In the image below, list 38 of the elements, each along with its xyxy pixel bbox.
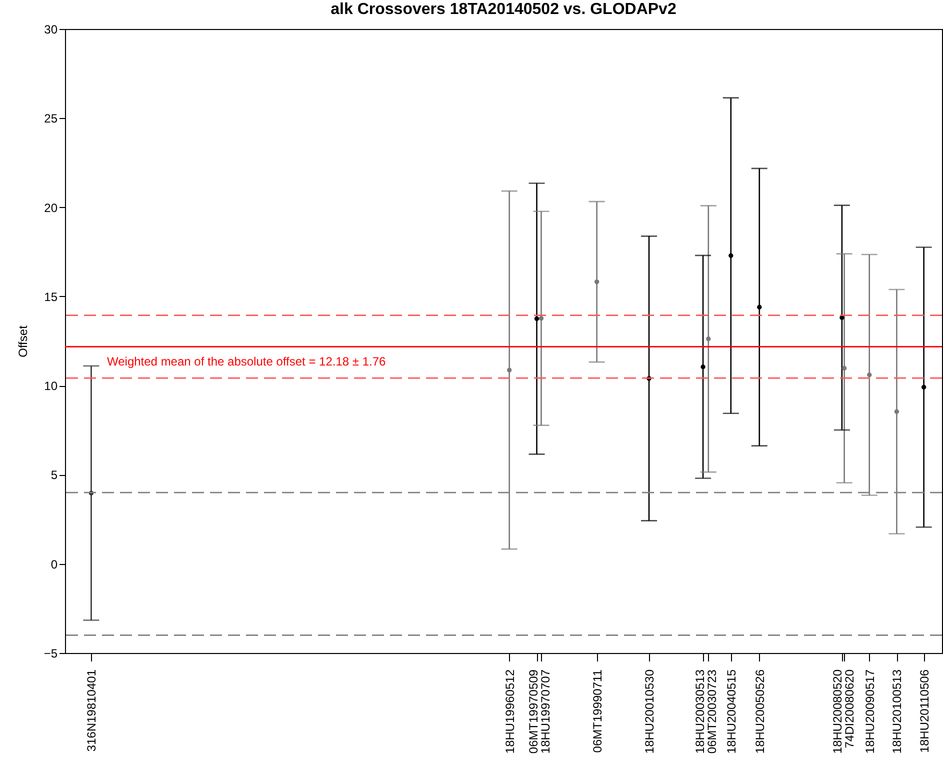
y-tick-label: −5 xyxy=(44,646,58,660)
point xyxy=(534,316,540,322)
x-tick-label: 74DI20080620 xyxy=(842,669,857,748)
point xyxy=(842,366,847,371)
point xyxy=(728,253,734,258)
x-tick-label: 316N19810401 xyxy=(84,669,99,752)
y-tick-label: 5 xyxy=(50,468,58,482)
y-tick-label: 30 xyxy=(44,22,58,36)
y-axis-title: Offset xyxy=(16,324,30,358)
x-tick-label: 06MT19970509 xyxy=(526,669,540,754)
y-tick-label: 0 xyxy=(50,557,58,572)
point xyxy=(506,368,512,372)
chart-title: alk Crossovers 18TA20140502 vs. GLODAPv2 xyxy=(330,1,676,18)
ref-line-label: Weighted mean of the absolute offset = 12.18 ± 1.76 xyxy=(107,354,386,369)
x-tick-label: 18HU20030513 xyxy=(693,669,708,754)
x-tick-label: 18HU20090517 xyxy=(862,669,877,754)
y-tick-label: 20 xyxy=(44,200,58,215)
x-tick-label: 18HU20110506 xyxy=(917,669,932,753)
point xyxy=(594,279,600,284)
point xyxy=(867,372,872,378)
x-tick-label: 18HU20080520 xyxy=(830,669,845,754)
x-tick-label: 18HU20010530 xyxy=(642,669,657,754)
y-tick-label: 10 xyxy=(44,379,58,394)
x-tick-label: 18HU20050526 xyxy=(752,669,767,754)
point xyxy=(757,304,762,310)
x-tick-label: 18HU20040515 xyxy=(724,669,738,754)
x-tick-label: 06MT19990711 xyxy=(590,669,604,753)
point xyxy=(700,364,706,370)
x-tick-label: 18HU19970707 xyxy=(538,669,553,754)
x-tick-label: 06MT20030723 xyxy=(705,669,720,754)
point xyxy=(706,336,711,342)
y-tick-label: 25 xyxy=(44,112,58,126)
point xyxy=(921,384,926,390)
point xyxy=(894,409,900,414)
y-tick-label: 15 xyxy=(44,290,58,304)
x-tick-label: 18HU20100513 xyxy=(890,669,904,754)
x-tick-label: 18HU19960512 xyxy=(502,669,517,754)
point xyxy=(538,316,544,321)
